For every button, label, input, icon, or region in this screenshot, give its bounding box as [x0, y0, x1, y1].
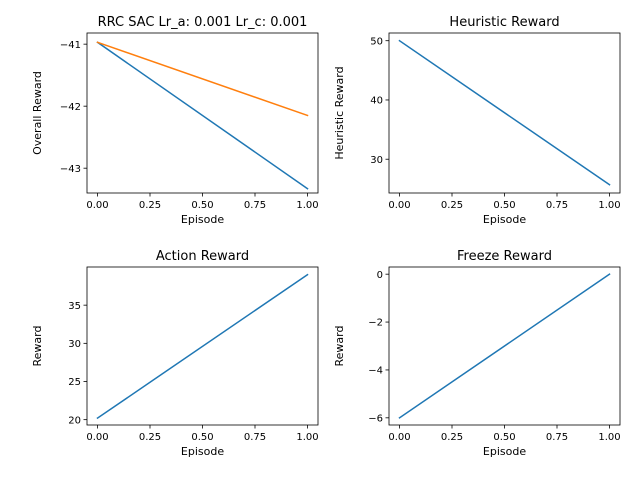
y-tick-label: −4: [368, 366, 383, 377]
x-tick-label: 0.00: [86, 432, 108, 443]
subplot-1: 0.00 0.25 0.50 0.75 1.00 −41 −42 −43 RRC SAC Lr_…: [31, 15, 319, 226]
x-tick-label: 0.00: [388, 200, 410, 211]
y-tick-label: −41: [60, 40, 81, 51]
y-tick-label: 0: [377, 270, 383, 281]
x-tick-label: 1.00: [598, 200, 620, 211]
y-axis-label: Reward: [333, 326, 346, 367]
y-tick-label: 25: [68, 377, 81, 388]
x-axis-label: Episode: [483, 213, 526, 226]
x-tick-label: 0.50: [191, 432, 213, 443]
x-tick-label: 0.75: [244, 200, 266, 211]
y-axis-label: Reward: [31, 326, 44, 367]
axes-frame: [86, 32, 319, 194]
x-tick-label: 0.75: [244, 432, 266, 443]
y-tick-label: 40: [370, 96, 383, 107]
subplot-title: Heuristic Reward: [449, 15, 559, 30]
x-tick-label: 0.00: [86, 200, 108, 211]
subplot-title: Freeze Reward: [457, 249, 552, 264]
series-line-1: [96, 273, 309, 420]
x-axis-label: Episode: [483, 445, 526, 458]
y-tick-label: −2: [368, 318, 383, 329]
x-tick-label: 0.00: [388, 432, 410, 443]
y-tick-label: −43: [60, 164, 81, 175]
x-tick-label: 0.75: [546, 200, 568, 211]
y-tick-label: 50: [370, 36, 383, 47]
x-tick-label: 0.25: [139, 200, 161, 211]
y-tick-label: −42: [60, 102, 81, 113]
x-tick-label: 0.50: [493, 200, 515, 211]
series-line-2: [96, 41, 309, 117]
subplot-3: 0.00 0.25 0.50 0.75 1.00 35 30 25 20 Action Rewar…: [31, 249, 319, 458]
subplot-title: RRC SAC Lr_a: 0.001 Lr_c: 0.001: [98, 15, 308, 30]
x-tick-label: 0.50: [191, 200, 213, 211]
y-tick-label: 20: [68, 415, 81, 426]
y-tick-label: 30: [68, 339, 81, 350]
x-tick-label: 1.00: [296, 200, 318, 211]
subplot-title: Action Reward: [156, 249, 249, 264]
x-axis-label: Episode: [181, 445, 224, 458]
x-axis-label: Episode: [181, 213, 224, 226]
subplot-4: 0.00 0.25 0.50 0.75 1.00 0 −2 −4 −6 Freeze Reward…: [333, 249, 621, 458]
subplot-2: 0.00 0.25 0.50 0.75 1.00 50 40 30 Heuristic Rewa…: [333, 15, 621, 226]
y-axis-label: Overall Reward: [31, 71, 44, 155]
x-tick-label: 1.00: [598, 432, 620, 443]
series-line-1: [398, 273, 611, 419]
x-tick-label: 0.25: [441, 432, 463, 443]
x-tick-label: 0.75: [546, 432, 568, 443]
y-tick-label: −6: [368, 413, 383, 424]
series-line-1: [96, 41, 309, 190]
x-tick-label: 0.25: [441, 200, 463, 211]
y-tick-label: 30: [370, 155, 383, 166]
x-tick-label: 0.25: [139, 432, 161, 443]
x-tick-label: 0.50: [493, 432, 515, 443]
series-line-1: [398, 39, 611, 186]
y-axis-label: Heuristic Reward: [333, 66, 346, 159]
x-tick-label: 1.00: [296, 432, 318, 443]
y-tick-label: 35: [68, 301, 81, 312]
